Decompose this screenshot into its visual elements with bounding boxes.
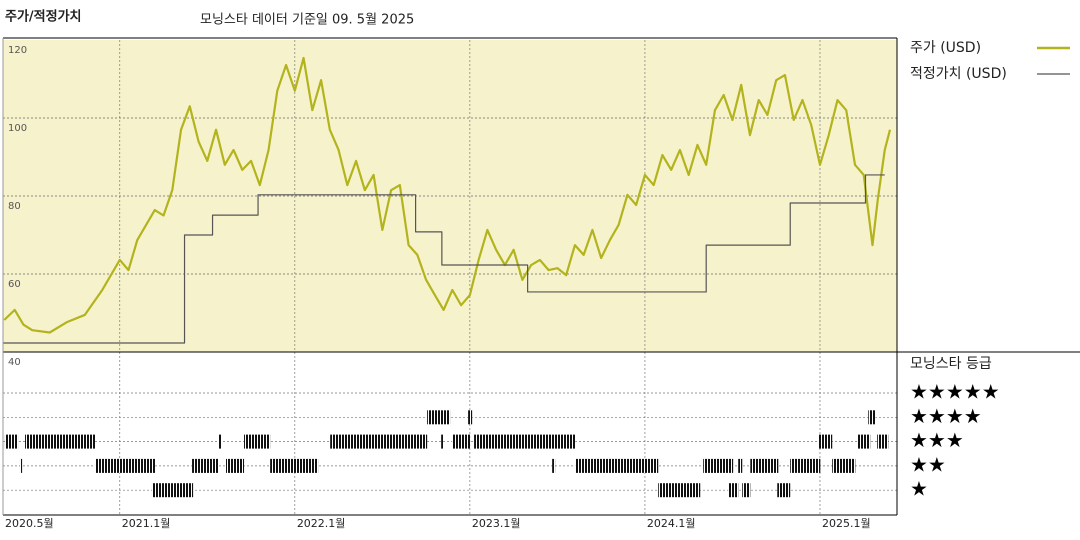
rating-segment: [270, 458, 319, 473]
x-tick-label: 2021.1월: [122, 517, 171, 530]
rating-level-label: ★★: [910, 452, 946, 476]
rating-segment: [4, 434, 19, 449]
chart-subtitle: 모닝스타 데이터 기준일 09. 5월 2025: [200, 13, 414, 28]
y-tick-label: 100: [8, 123, 27, 134]
rating-segment: [728, 483, 739, 498]
rating-segment: [832, 458, 856, 473]
x-tick-label: 2023.1월: [472, 517, 521, 530]
rating-title: 모닝스타 등급: [910, 356, 992, 372]
legend-label: 주가 (USD): [910, 40, 981, 56]
rating-segment: [218, 434, 222, 449]
rating-level-label: ★★★★: [910, 404, 982, 428]
rating-segment: [468, 410, 473, 425]
rating-segment: [95, 458, 156, 473]
x-tick-label: 2022.1월: [297, 517, 346, 530]
series-line: [3, 56, 892, 334]
chart-title: 주가/적정가치: [5, 9, 82, 25]
rating-level-label: ★★★: [910, 428, 964, 452]
rating-segment: [658, 483, 701, 498]
rating-segment: [552, 458, 556, 473]
rating-segment: [742, 483, 751, 498]
rating-segment: [226, 458, 245, 473]
rating-segment: [750, 458, 779, 473]
x-tick-label: 2020.5월: [5, 517, 54, 530]
y-tick-label: 80: [8, 201, 21, 212]
rating-segment: [151, 483, 194, 498]
rating-segment: [192, 458, 219, 473]
rating-level-label: ★: [910, 477, 928, 501]
rating-level-label: ★★★★★: [910, 380, 1000, 404]
rating-segment: [427, 410, 451, 425]
rating-segment: [868, 410, 876, 425]
y-tick-label: 60: [8, 279, 21, 290]
rating-segment: [575, 458, 659, 473]
y-tick-label: 40: [8, 357, 21, 368]
rating-segment: [330, 434, 428, 449]
rating-segment: [244, 434, 271, 449]
rating-segment: [790, 458, 821, 473]
x-tick-label: 2025.1월: [822, 517, 871, 530]
rating-segment: [857, 434, 871, 449]
rating-segment: [703, 458, 734, 473]
series-line: [3, 174, 885, 344]
x-tick-label: 2024.1월: [647, 517, 696, 530]
rating-segment: [441, 434, 444, 449]
rating-segment: [452, 434, 471, 449]
rating-segment: [777, 483, 791, 498]
legend-label: 적정가치 (USD): [910, 66, 1007, 82]
rating-segment: [738, 458, 743, 473]
rating-segment: [19, 458, 23, 473]
rating-segment: [25, 434, 96, 449]
plot-background: [3, 40, 897, 352]
rating-segment: [818, 434, 833, 449]
y-tick-label: 120: [8, 45, 27, 56]
rating-segment: [877, 434, 889, 449]
rating-segment: [474, 434, 576, 449]
